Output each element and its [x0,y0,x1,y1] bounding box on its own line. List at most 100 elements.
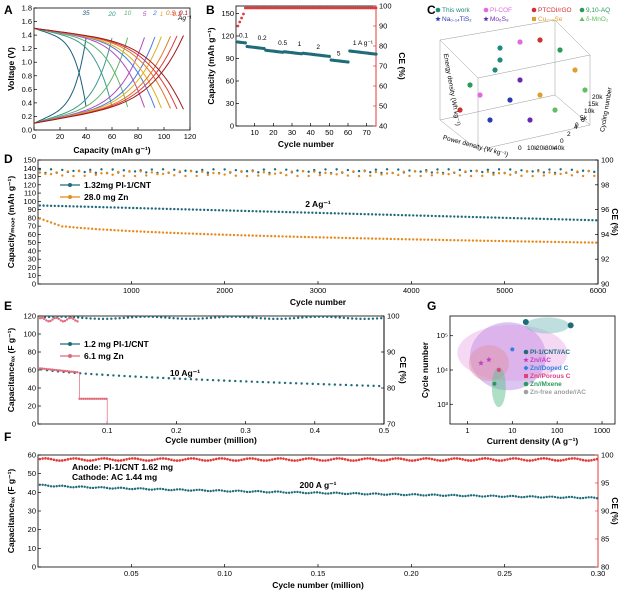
panel-c-legend-marker [483,16,489,22]
panel-f-capacitance-point [217,489,221,492]
panel-e-capacitance-point [139,375,143,379]
panel-d-capacity-point [441,215,445,218]
panel-d-capacity-point [329,236,333,239]
panel-f-ce-point [114,459,117,462]
panel-f-ce-point [186,457,190,460]
panel-e-capacitance-point [47,368,50,371]
panel-d-capacity-point [117,206,120,209]
panel-f-capacitance-point [223,489,226,493]
panel-f-ce-point [550,458,554,462]
panel-label-e: E [4,299,12,313]
panel-d-capacity-point [382,237,385,241]
panel-d-ytick-label: 80 [28,213,36,222]
panel-e-ce-point [288,317,292,320]
panel-f-capacitance-point [273,490,277,493]
panel-d-capacity-point [180,208,183,211]
panel-f-capacitance-point [212,489,215,492]
panel-f-capacitance-point [142,487,145,490]
panel-d-capacity-point [538,240,542,243]
panel-f-capacitance-point [296,490,299,494]
panel-d-capacity-point [580,241,583,244]
panel-d-capacity-point [281,235,284,238]
panel-d-ce-point [593,174,596,178]
panel-e-capacitance-point [150,376,154,379]
panel-f-ce-point [231,459,235,462]
panel-d-capacity-point [206,208,210,212]
panel-f-ce-point [270,458,274,461]
panel-e-ce-point [65,318,69,321]
panel-d-capacity-point [535,217,538,220]
panel-f-capacitance-point [360,492,364,496]
panel-f-capacitance-point [164,488,168,491]
panel-a-ytick-label: 0.6 [22,85,32,94]
panel-c-axis-tick: 30k [545,145,556,152]
panel-c-box-edge [439,119,479,151]
panel-f-ce-point [427,457,431,460]
panel-d-ce-point [553,172,557,176]
panel-f-ce-point [483,457,487,460]
panel-c-axis-tick: 10k [584,108,595,115]
panel-d-ce-point [296,174,299,178]
panel-f-capacitance-point [520,496,523,499]
panel-f-capacitance-point [201,488,204,492]
panel-b-ce-point [238,20,242,24]
panel-d-ce-point [189,169,193,173]
panel-e-ce-point [259,317,263,320]
panel-f-ytick-label: 30 [28,507,36,516]
panel-e-capacitance-point [189,378,193,381]
panel-f-ce-point [105,457,109,460]
panel-d-capacity-point [68,225,71,229]
panel-d-capacity-point [72,226,75,229]
panel-f-capacitance-point [503,495,506,498]
panel-e-ce-point [334,316,337,319]
panel-f-ce-point [472,459,476,462]
panel-f-capacitance-point [220,489,224,492]
panel-f-capacitance-point [119,486,123,489]
panel-d-capacity-point [79,226,83,230]
panel-g-xtick-label: 1000 [594,426,611,435]
panel-f-capacitance-point [562,496,565,499]
panel-a-xtick-label: 120 [184,132,197,141]
panel-d-xtick-label: 3000 [310,286,327,295]
panel-f-ce-point [542,457,546,460]
panel-e-ce-point [251,316,254,319]
panel-e-capacitance-point [112,374,115,377]
panel-d-capacity-point [229,209,232,212]
panel-e-ce-point [47,315,51,319]
panel-d-capacity-point [527,217,531,220]
panel-e-ce-point [313,315,316,319]
panel-d-capacity-point [486,216,490,219]
panel-f-capacitance-point [97,486,100,489]
panel-e-capacitance-point [97,397,100,400]
panel-d-ce-point [481,170,484,174]
panel-g-ylabel: Cycle number [420,341,430,398]
panel-a-xtick-label: 20 [56,132,64,141]
panel-f-capacitance-point [105,486,109,490]
panel-f-ce-point [296,459,299,462]
panel-e-ce-point [380,316,383,320]
panel-f-capacitance-point [254,490,257,493]
panel-b-xtick-label: 20 [269,128,277,137]
panel-c-axis-tick: 0 [518,145,522,152]
panel-f-ce-point [298,458,302,462]
panel-a-ytick-label: 1.0 [22,58,32,67]
panel-f-capacitance-point [321,492,324,495]
panel-f-ytick-label: 20 [28,525,36,534]
panel-d-capacity-point [303,211,307,214]
panel-f-ytick-label: 40 [28,488,36,497]
panel-f-ce-point [514,457,518,460]
panel-d-ce-point [425,170,428,173]
panel-c-data-point [467,82,473,88]
panel-f-ce-point [116,459,120,462]
panel-d-capacity-point [531,240,534,243]
panel-f-capacitance-point [63,484,67,488]
panel-d-capacity-point [505,216,508,220]
panel-d-capacity-point [482,239,486,242]
panel-e-capacitance-point [328,383,331,386]
panel-c-box-edge [439,94,556,121]
panel-f-ce-point [595,457,599,461]
panel-f-ce-point [511,457,515,460]
panel-d-xlabel: Cycle number [290,297,347,307]
panel-d-ce-point [537,170,540,173]
panel-d-capacity-point [311,211,314,214]
